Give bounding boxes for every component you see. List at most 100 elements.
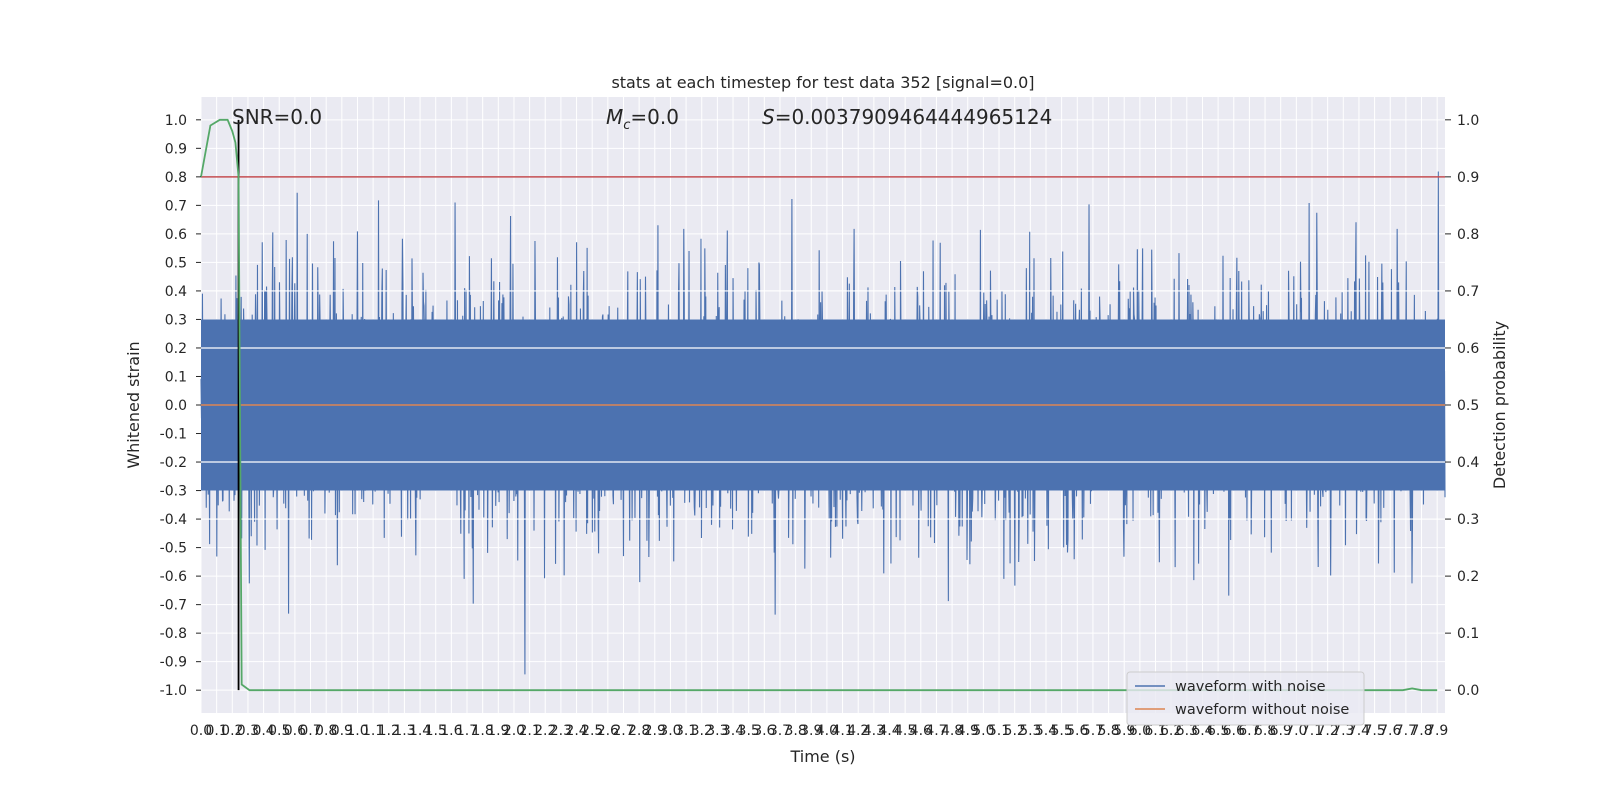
x-tick-label: 6.7	[1238, 723, 1260, 739]
y2-tick-label: 0.7	[1457, 284, 1479, 300]
x-tick-label: 6.3	[1176, 723, 1198, 739]
x-tick-label: 2.0	[503, 723, 525, 739]
x-tick-label: 4.3	[863, 723, 885, 739]
y-tick-label: 0.2	[165, 341, 187, 357]
overlay-lines	[200, 118, 1445, 692]
x-tick-label: 3.5	[738, 723, 760, 739]
y2-axis-label: Detection probability	[1490, 321, 1509, 489]
x-tick-label: 7.7	[1395, 723, 1417, 739]
x-tick-label: 6.2	[1160, 723, 1182, 739]
x-tick-label: 5.0	[972, 723, 994, 739]
y-tick-label: -0.5	[160, 541, 187, 557]
y-tick-label: -0.9	[160, 655, 187, 671]
x-tick-label: 4.9	[957, 723, 979, 739]
y-tick-label: -0.1	[160, 427, 187, 443]
x-tick-label: 7.0	[1285, 723, 1307, 739]
y-tick-label: 0.9	[165, 141, 187, 157]
x-tick-label: 7.9	[1426, 723, 1448, 739]
s-symbol: S	[762, 105, 775, 129]
y-tick-label: -0.4	[160, 512, 187, 528]
x-tick-label: 5.7	[1082, 723, 1104, 739]
y-axis-label: Whitened strain	[124, 341, 143, 468]
mc-subscript: c	[623, 118, 630, 133]
series-detection-probability	[200, 118, 1438, 692]
mc-symbol: M	[606, 105, 623, 129]
x-axis-label: Time (s)	[789, 747, 855, 766]
x-tick-label: 3.1	[675, 723, 697, 739]
x-tick-label: 0.2	[221, 723, 243, 739]
x-tick-label: 3.4	[722, 723, 744, 739]
y-tick-label: 1.0	[165, 113, 187, 129]
x-tick-label: 5.1	[988, 723, 1010, 739]
snr-annotation: SNR=0.0	[232, 105, 322, 129]
y-tick-label: 0.0	[165, 398, 187, 414]
y-tick-label: 0.7	[165, 198, 187, 214]
x-tick-label: 7.5	[1363, 723, 1385, 739]
x-tick-label: 1.7	[456, 723, 478, 739]
y2-tick-label: 0.3	[1457, 512, 1479, 528]
x-tick-label: 4.8	[941, 723, 963, 739]
x-tick-label: 7.8	[1410, 723, 1432, 739]
x-tick-label: 6.6	[1223, 723, 1245, 739]
x-tick-label: 2.2	[534, 723, 556, 739]
y2-tick-label: 0.1	[1457, 626, 1479, 642]
x-tick-label: 2.9	[644, 723, 666, 739]
mc-value: =0.0	[630, 105, 679, 129]
x-tick-label: 5.9	[1113, 723, 1135, 739]
y-tick-label: 0.4	[165, 284, 187, 300]
x-tick-label: 0.4	[252, 723, 274, 739]
chart-title: stats at each timestep for test data 352…	[611, 73, 1034, 92]
x-tick-label: 4.2	[847, 723, 869, 739]
y-tick-label: -0.7	[160, 598, 187, 614]
legend-label-noise: waveform with noise	[1175, 679, 1326, 695]
x-tick-label: 0.3	[237, 723, 259, 739]
x-tick-label: 2.7	[612, 723, 634, 739]
y-tick-label: -0.8	[160, 626, 187, 642]
y-tick-label: 0.1	[165, 369, 187, 385]
axis-ticks: 0.00.10.20.30.40.50.60.70.80.91.01.11.21…	[160, 113, 1480, 739]
x-tick-label: 3.3	[706, 723, 728, 739]
x-tick-label: 5.2	[1004, 723, 1026, 739]
y-tick-label: -0.6	[160, 569, 187, 585]
chirp-mass-annotation: Mc=0.0	[606, 105, 679, 133]
x-tick-label: 3.0	[659, 723, 681, 739]
x-tick-label: 4.0	[816, 723, 838, 739]
x-tick-label: 1.6	[440, 723, 462, 739]
x-tick-label: 3.6	[753, 723, 775, 739]
y-tick-label: 0.3	[165, 312, 187, 328]
x-tick-label: 3.7	[769, 723, 791, 739]
y2-tick-label: 0.2	[1457, 569, 1479, 585]
x-tick-label: 0.9	[331, 723, 353, 739]
legend-box	[1126, 671, 1365, 726]
y-tick-label: 0.8	[165, 170, 187, 186]
x-tick-label: 7.4	[1348, 723, 1370, 739]
x-tick-label: 0.0	[190, 723, 212, 739]
x-tick-label: 5.6	[1066, 723, 1088, 739]
x-tick-label: 6.8	[1254, 723, 1276, 739]
x-tick-label: 0.1	[206, 723, 228, 739]
x-tick-label: 0.6	[284, 723, 306, 739]
x-tick-label: 0.8	[315, 723, 337, 739]
x-tick-label: 2.4	[565, 723, 587, 739]
x-tick-label: 6.5	[1207, 723, 1229, 739]
x-tick-label: 0.7	[299, 723, 321, 739]
x-tick-label: 1.8	[472, 723, 494, 739]
y2-tick-label: 0.4	[1457, 455, 1479, 471]
x-tick-label: 3.9	[800, 723, 822, 739]
x-tick-label: 4.7	[925, 723, 947, 739]
x-tick-label: 4.1	[831, 723, 853, 739]
y-tick-label: 0.5	[165, 255, 187, 271]
x-tick-label: 1.0	[346, 723, 368, 739]
x-tick-label: 7.1	[1301, 723, 1323, 739]
x-tick-label: 1.2	[378, 723, 400, 739]
x-tick-label: 5.3	[1019, 723, 1041, 739]
x-tick-label: 3.8	[784, 723, 806, 739]
s-value: =0.0037909464444965124	[775, 105, 1053, 129]
legend: waveform with noise waveform without noi…	[1126, 671, 1365, 726]
y-tick-label: 0.6	[165, 227, 187, 243]
x-tick-label: 5.4	[1035, 723, 1057, 739]
x-tick-label: 1.9	[487, 723, 509, 739]
x-tick-label: 4.4	[878, 723, 900, 739]
y2-tick-label: 1.0	[1457, 113, 1479, 129]
y2-tick-label: 0.0	[1457, 683, 1479, 699]
